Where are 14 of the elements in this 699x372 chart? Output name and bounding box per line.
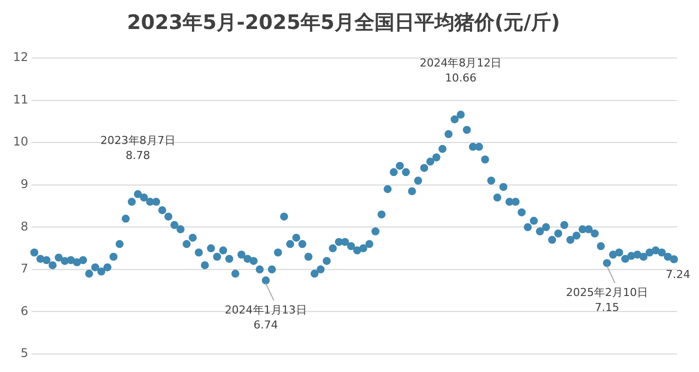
annotation: 7.24: [666, 268, 690, 282]
y-tick-label: 10: [12, 134, 28, 149]
y-tick-label: 7: [20, 262, 28, 276]
y-tick-label: 8: [20, 219, 28, 234]
y-tick-label: 6: [20, 304, 28, 318]
annotation: 2025年2月10日 7.15: [566, 286, 648, 314]
annotation: 2023年8月7日 8.78: [100, 134, 176, 162]
y-tick-label: 11: [12, 92, 28, 106]
annotation: 2024年1月13日 6.74: [224, 303, 307, 332]
chart-title: 2023年5月-2025年5月全国日平均猪价(元/斤): [126, 10, 560, 34]
annotation: 2024年8月12日 10.66: [420, 56, 502, 85]
y-tick-label: 12: [12, 50, 28, 64]
y-tick-label: 5: [20, 346, 28, 360]
y-tick-label: 9: [20, 176, 28, 191]
